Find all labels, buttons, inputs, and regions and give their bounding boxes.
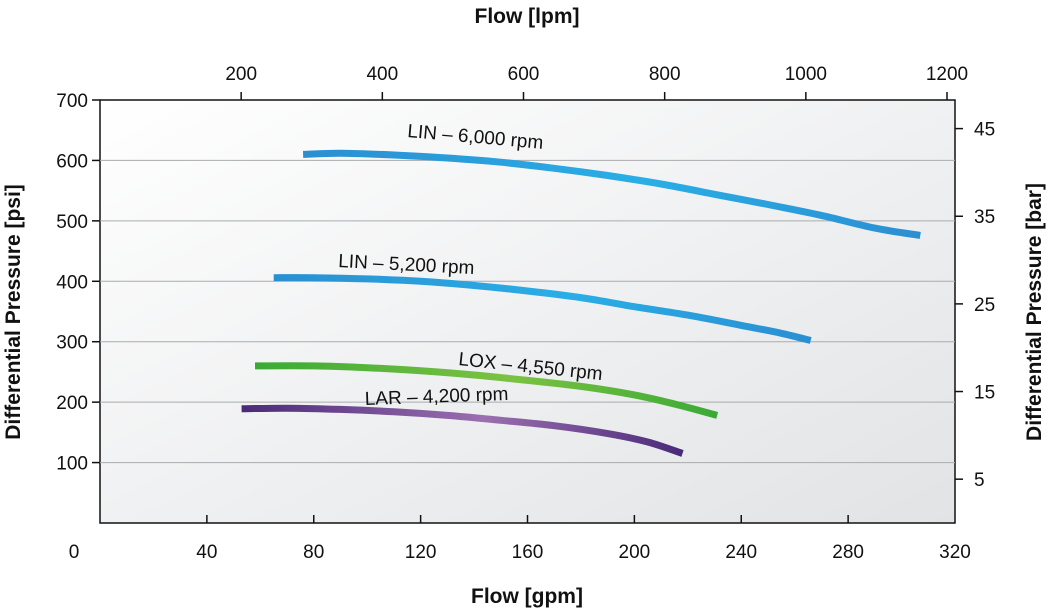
left-tick-label: 700 (56, 91, 88, 112)
bottom-tick-label: 80 (303, 542, 324, 563)
bottom-tick-label: 0 (69, 542, 80, 563)
right-tick-label: 35 (974, 207, 995, 228)
top-axis-title: Flow [lpm] (475, 5, 580, 28)
right-tick-label: 5 (974, 470, 985, 491)
top-tick-label: 200 (225, 64, 257, 85)
right-axis-title: Differential Pressure [bar] (1023, 183, 1046, 441)
left-tick-label: 600 (56, 151, 88, 172)
series-line-1 (273, 274, 812, 344)
bottom-tick-label: 200 (619, 542, 651, 563)
bottom-tick-label: 240 (725, 542, 757, 563)
bottom-tick-label: 280 (832, 542, 864, 563)
right-tick-label: 15 (974, 383, 995, 404)
series-layer (241, 149, 921, 457)
left-tick-label: 500 (56, 212, 88, 233)
left-tick-label: 100 (56, 454, 88, 475)
gridlines (100, 159, 955, 464)
series-line-2 (254, 362, 719, 419)
bottom-tick-label: 160 (512, 542, 544, 563)
plot-area (99, 99, 956, 524)
top-tick-label: 600 (508, 64, 540, 85)
top-tick-label: 400 (366, 64, 398, 85)
top-tick-label: 1200 (926, 64, 968, 85)
left-tick-label: 300 (56, 333, 88, 354)
tick-layer: 100 200 300 400 500 600 700 0 40 80 120 160 200 240 28… (56, 64, 995, 563)
right-tick-label: 25 (974, 295, 995, 316)
bottom-axis-title: Flow [gpm] (471, 585, 583, 608)
right-tick-label: 45 (974, 120, 995, 141)
left-tick-label: 200 (56, 393, 88, 414)
top-tick-label: 800 (649, 64, 681, 85)
series-line-3 (241, 404, 684, 457)
left-tick-label: 400 (56, 272, 88, 293)
left-axis-title: Differential Pressure [psi] (2, 184, 25, 440)
top-tick-label: 1000 (785, 64, 827, 85)
bottom-tick-label: 120 (405, 542, 437, 563)
series-label-3: LAR – 4,200 rpm (364, 384, 508, 410)
series-line-0 (302, 149, 921, 239)
bottom-tick-label: 320 (939, 542, 971, 563)
bottom-tick-label: 40 (196, 542, 217, 563)
